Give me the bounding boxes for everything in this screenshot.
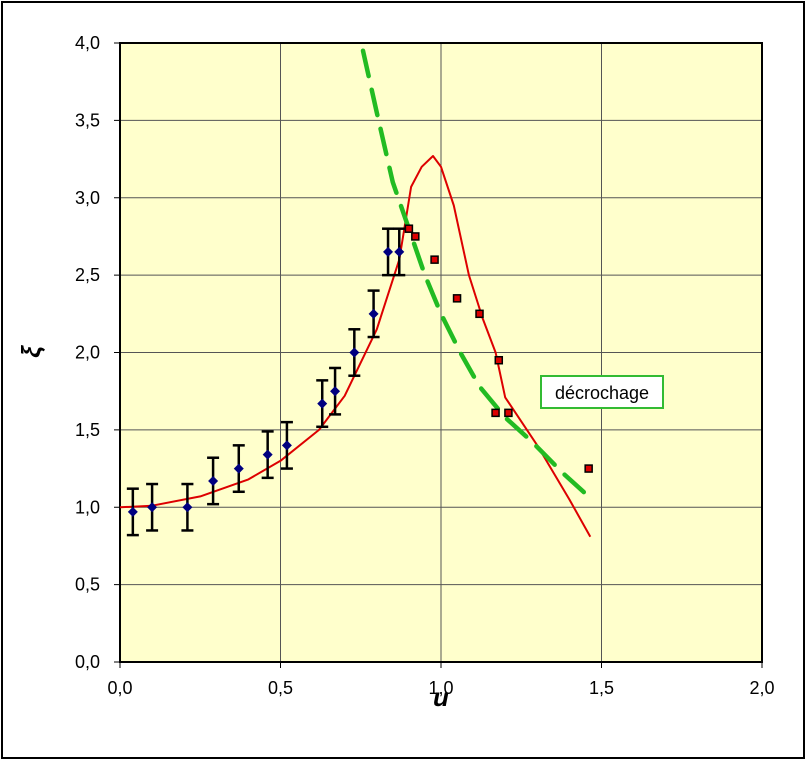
x-tick-label: 2,0 xyxy=(749,678,774,698)
axis-ticks xyxy=(114,42,763,668)
y-tick-label: 3,5 xyxy=(75,110,100,130)
square-marker xyxy=(494,355,504,365)
x-tick-label: 0,0 xyxy=(107,678,132,698)
diamond-marker xyxy=(262,449,273,460)
y-tick-label: 2,5 xyxy=(75,265,100,285)
diamond-marker xyxy=(349,347,360,358)
square-marker xyxy=(452,294,462,303)
diamond-marker xyxy=(281,440,292,451)
decrochage-dashed-line xyxy=(360,48,593,501)
diamond-marker xyxy=(394,246,405,257)
diamond-marker xyxy=(233,463,244,474)
square-marker xyxy=(504,408,513,418)
y-axis-title: ξ xyxy=(16,345,46,358)
y-tick-label: 4,0 xyxy=(75,33,100,53)
diamond-marker xyxy=(208,475,219,486)
diamond-marker xyxy=(330,386,341,397)
x-axis-tick-labels: 0,0 0,5 1,0 1,5 2,0 xyxy=(107,678,774,698)
model-curve xyxy=(119,155,592,538)
grid-lines xyxy=(120,43,762,662)
square-marker xyxy=(491,408,500,418)
square-marker xyxy=(404,224,414,233)
square-marker xyxy=(475,309,484,319)
diamond-marker xyxy=(383,246,394,257)
diamond-marker xyxy=(368,308,379,319)
square-marker xyxy=(584,464,593,473)
x-tick-label: 1,0 xyxy=(428,678,453,698)
x-tick-label: 1,5 xyxy=(589,678,614,698)
x-tick-label: 0,5 xyxy=(268,678,293,698)
diamond-marker xyxy=(182,502,193,513)
y-tick-label: 1,0 xyxy=(75,497,100,517)
annotation-text: décrochage xyxy=(555,383,649,403)
y-tick-label: 0,5 xyxy=(75,575,100,595)
y-tick-label: 0,0 xyxy=(75,652,100,672)
annotation-decrochage: décrochage xyxy=(540,375,664,409)
series-layer xyxy=(119,48,593,538)
diamond-marker xyxy=(147,502,158,513)
y-tick-label: 3,0 xyxy=(75,188,100,208)
square-marker xyxy=(430,255,439,264)
y-tick-label: 1,5 xyxy=(75,420,100,440)
y-axis-tick-labels: 0,0 0,5 1,0 1,5 2,0 2,5 3,0 3,5 4,0 xyxy=(75,33,100,672)
x-axis-title: u xyxy=(433,682,449,712)
square-marker xyxy=(411,232,420,241)
y-tick-label: 2,0 xyxy=(75,343,100,363)
diamond-marker xyxy=(127,506,138,517)
diamond-marker xyxy=(317,398,328,409)
